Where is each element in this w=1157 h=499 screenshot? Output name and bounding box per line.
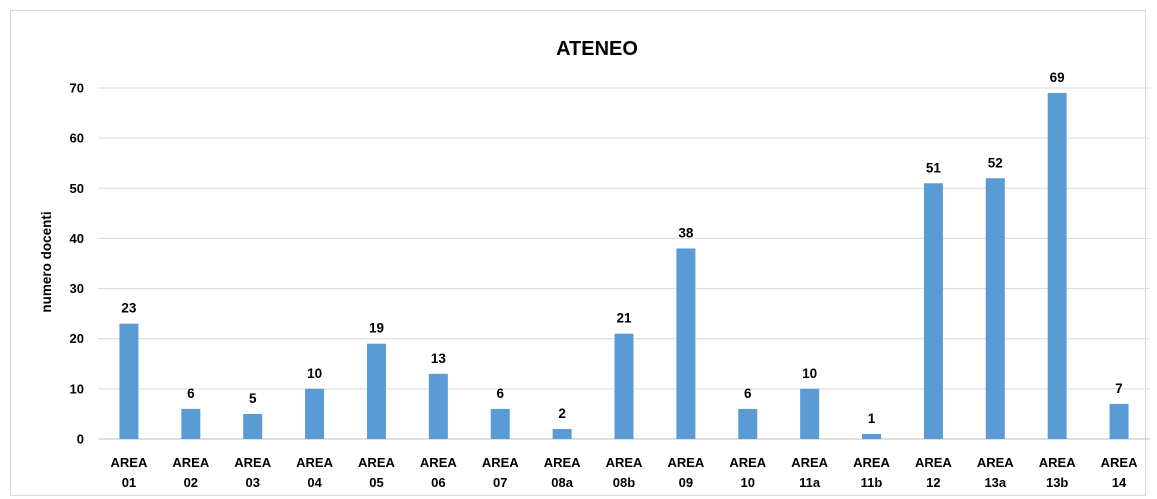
bar [119, 323, 139, 439]
y-axis-label: numero docenti [39, 211, 54, 312]
bar-value-label: 13 [431, 351, 447, 366]
data-labels: 23 6 5 10 19 13 6 2 21 38 6 10 1 51 52 69 7 [121, 70, 1122, 426]
x-tick-label: AREA [606, 455, 643, 470]
x-tick-label: AREA [977, 455, 1014, 470]
bar-value-label: 1 [868, 411, 876, 426]
y-tick-label: 20 [70, 331, 84, 346]
x-tick-label: 13b [1046, 475, 1068, 490]
y-tick-label: 0 [77, 432, 84, 447]
x-tick-label: AREA [544, 455, 581, 470]
bar-value-label: 69 [1050, 70, 1065, 85]
x-tick-label: AREA [729, 455, 766, 470]
bar [181, 408, 201, 439]
bar-value-label: 10 [802, 366, 817, 381]
y-tick-label: 70 [70, 81, 84, 96]
y-tick-label: 50 [70, 181, 84, 196]
chart-title: ATENEO [556, 38, 638, 60]
y-axis-ticks: 0 10 20 30 40 50 60 70 [70, 81, 84, 447]
x-tick-label: AREA [1039, 455, 1076, 470]
y-tick-label: 10 [70, 381, 84, 396]
x-tick-label: AREA [358, 455, 395, 470]
x-tick-label: 13a [984, 475, 1006, 490]
gridlines [98, 87, 1150, 440]
bar [366, 343, 386, 439]
x-tick-label: 05 [369, 475, 383, 490]
bar-value-label: 52 [988, 155, 1003, 170]
bar [552, 428, 572, 439]
y-tick-label: 60 [70, 131, 84, 146]
bar-value-label: 2 [558, 406, 566, 421]
x-tick-label: AREA [1101, 455, 1138, 470]
bar [243, 413, 263, 439]
bar [614, 333, 634, 439]
x-tick-label: 01 [122, 475, 136, 490]
bar-value-label: 7 [1115, 381, 1123, 396]
x-tick-label: 06 [431, 475, 445, 490]
y-tick-label: 30 [70, 281, 84, 296]
bar-value-label: 21 [616, 311, 632, 326]
x-tick-label: AREA [915, 455, 952, 470]
x-tick-label: AREA [172, 455, 209, 470]
x-tick-label: AREA [420, 455, 457, 470]
bar-value-label: 51 [926, 160, 942, 175]
bar [305, 388, 325, 439]
bar-value-label: 10 [307, 366, 322, 381]
bar-value-label: 23 [121, 301, 137, 316]
y-tick-label: 40 [70, 231, 84, 246]
x-tick-label: 02 [184, 475, 198, 490]
x-tick-label: 11b [861, 475, 883, 490]
x-tick-label: 11a [799, 475, 821, 490]
bar-value-label: 6 [496, 386, 504, 401]
bar-value-label: 6 [187, 386, 195, 401]
x-tick-label: 04 [307, 475, 322, 490]
bar [862, 433, 882, 439]
x-axis-labels: AREA 01 AREA 02 AREA 03 AREA 04 AREA 05 AREA 06 AREA… [111, 455, 1139, 490]
bar [985, 178, 1005, 439]
bar [490, 408, 510, 439]
bars [119, 93, 1129, 439]
x-tick-label: 10 [741, 475, 755, 490]
bar [800, 388, 820, 439]
bar [1109, 403, 1129, 439]
bar-value-label: 19 [369, 321, 384, 336]
x-tick-label: AREA [234, 455, 271, 470]
x-tick-label: AREA [482, 455, 519, 470]
x-tick-label: AREA [853, 455, 890, 470]
x-tick-label: 03 [245, 475, 259, 490]
bar [676, 248, 696, 439]
x-tick-label: AREA [111, 455, 148, 470]
x-tick-label: 07 [493, 475, 507, 490]
bar [428, 373, 448, 439]
x-tick-label: AREA [791, 455, 828, 470]
x-tick-label: 08b [613, 475, 635, 490]
bar-value-label: 6 [744, 386, 752, 401]
x-tick-label: 14 [1112, 475, 1127, 490]
x-tick-label: 12 [926, 475, 940, 490]
bar [923, 183, 943, 439]
bar-value-label: 5 [249, 391, 257, 406]
x-tick-label: AREA [296, 455, 333, 470]
bar [738, 408, 758, 439]
bar-value-label: 38 [678, 225, 694, 240]
x-tick-label: 08a [551, 475, 573, 490]
x-tick-label: AREA [667, 455, 704, 470]
bar [1047, 93, 1067, 439]
x-tick-label: 09 [679, 475, 693, 490]
